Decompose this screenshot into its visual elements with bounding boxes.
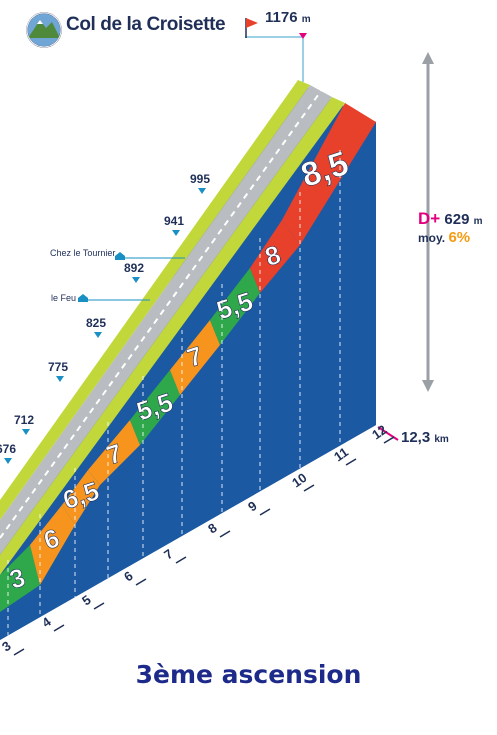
road-surface [0, 85, 332, 555]
poi-label: le Feu [51, 293, 77, 303]
climb-title: Col de la Croisette [66, 14, 226, 35]
altitude-marker-icon [56, 376, 64, 382]
altitude-markers [4, 188, 206, 464]
distance-end-mark [377, 426, 399, 441]
altitude-marker-icon [198, 188, 206, 194]
gradient-segment [88, 420, 140, 485]
km-marker: 6 [121, 568, 136, 584]
average-gradient: moy. 6% [418, 229, 471, 246]
altitude-marker-icon [172, 230, 180, 236]
mountain-logo-icon [26, 12, 62, 48]
altitude-marker-icon [94, 332, 102, 338]
km-tick [345, 458, 357, 466]
road-shoulder-right [0, 97, 345, 575]
altitude-label: 775 [48, 360, 69, 374]
dplus-arrow-top [422, 52, 434, 64]
altitude-marker-icon [132, 277, 140, 283]
altitude-label: 825 [86, 316, 107, 330]
house-icon [115, 252, 125, 260]
summit-altitude: 1176 m [265, 9, 311, 26]
km-tick [93, 602, 105, 610]
gradient-segment [250, 220, 300, 293]
altitude-marker-icon [4, 458, 12, 464]
altitude-label: 712 [14, 413, 35, 427]
km-marker: 12 [369, 422, 389, 443]
km-marker: 9 [245, 498, 260, 514]
altitude-label: 941 [164, 214, 185, 228]
km-tick [303, 484, 315, 492]
footer-caption: 3ème ascension [135, 660, 362, 689]
altitude-label: 995 [190, 172, 211, 186]
km-tick [13, 648, 25, 656]
elevation-gain: D+ 629 m [418, 209, 483, 228]
km-marker: 8 [205, 520, 220, 536]
flag-icon [246, 18, 258, 28]
gradient-segment [0, 545, 40, 612]
km-marker: 7 [161, 546, 176, 562]
total-distance: 12,3 km [401, 429, 449, 446]
altitude-marker-icon [22, 429, 30, 435]
summit-marker [299, 33, 307, 39]
km-tick [53, 624, 65, 632]
gradient-segment [62, 470, 100, 525]
altitude-label: 892 [124, 261, 145, 275]
km-tick [219, 530, 231, 538]
road-shoulder-left [0, 80, 310, 520]
gradient-segment [282, 103, 376, 245]
poi-label: Chez le Tournier [50, 248, 116, 258]
km-tick [259, 508, 271, 516]
gradient-segment [170, 320, 220, 395]
km-tick [175, 556, 187, 564]
km-marker: 4 [39, 614, 54, 631]
km-marker: 5 [79, 592, 94, 608]
dplus-arrow-bottom [422, 380, 434, 392]
km-tick [383, 436, 395, 444]
altitude-label: 676 [0, 442, 17, 456]
house-icon [78, 294, 88, 302]
road-centerline [0, 90, 322, 539]
km-marker: 10 [289, 470, 309, 491]
km-lines [7, 150, 341, 636]
km-marker: 3 [0, 638, 14, 654]
km-tick [135, 578, 147, 586]
gradient-segment [30, 505, 75, 585]
